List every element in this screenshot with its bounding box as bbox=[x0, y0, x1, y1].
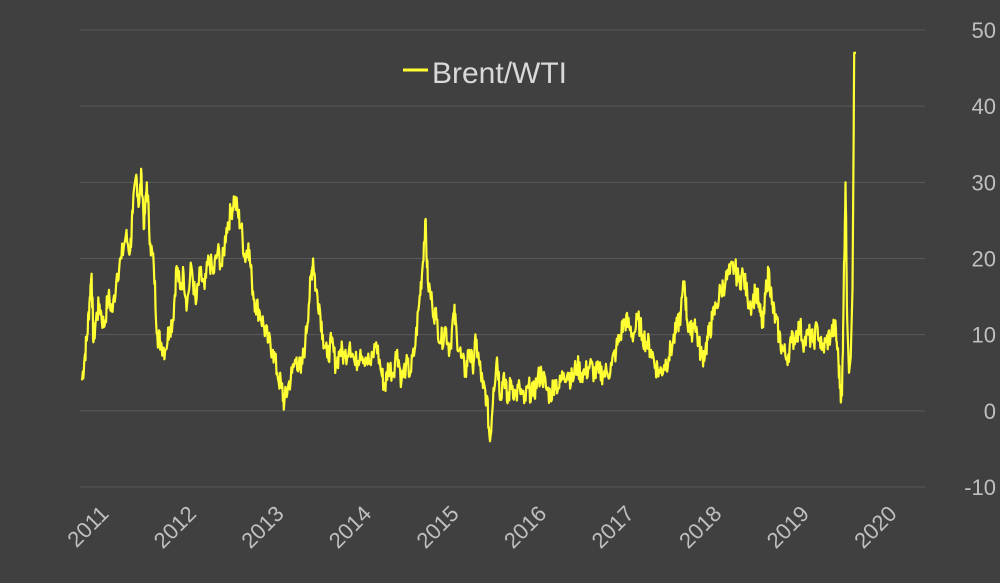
y-tick-labels: 50 40 30 20 10 0 -10 bbox=[964, 18, 996, 500]
legend: Brent/WTI bbox=[403, 57, 567, 90]
y-tick-label: 40 bbox=[972, 94, 996, 119]
y-tick-label: 30 bbox=[972, 170, 996, 195]
series-group bbox=[80, 51, 857, 443]
y-tick-label: 50 bbox=[972, 18, 996, 43]
y-tick-label: 20 bbox=[972, 247, 996, 272]
gridlines bbox=[80, 29, 925, 488]
y-tick-label: 0 bbox=[984, 399, 996, 424]
legend-label-brent-wti: Brent/WTI bbox=[432, 57, 567, 90]
y-tick-label: 10 bbox=[972, 323, 996, 348]
series-line-brent-wti bbox=[80, 51, 857, 443]
y-tick-label: -10 bbox=[964, 475, 996, 500]
